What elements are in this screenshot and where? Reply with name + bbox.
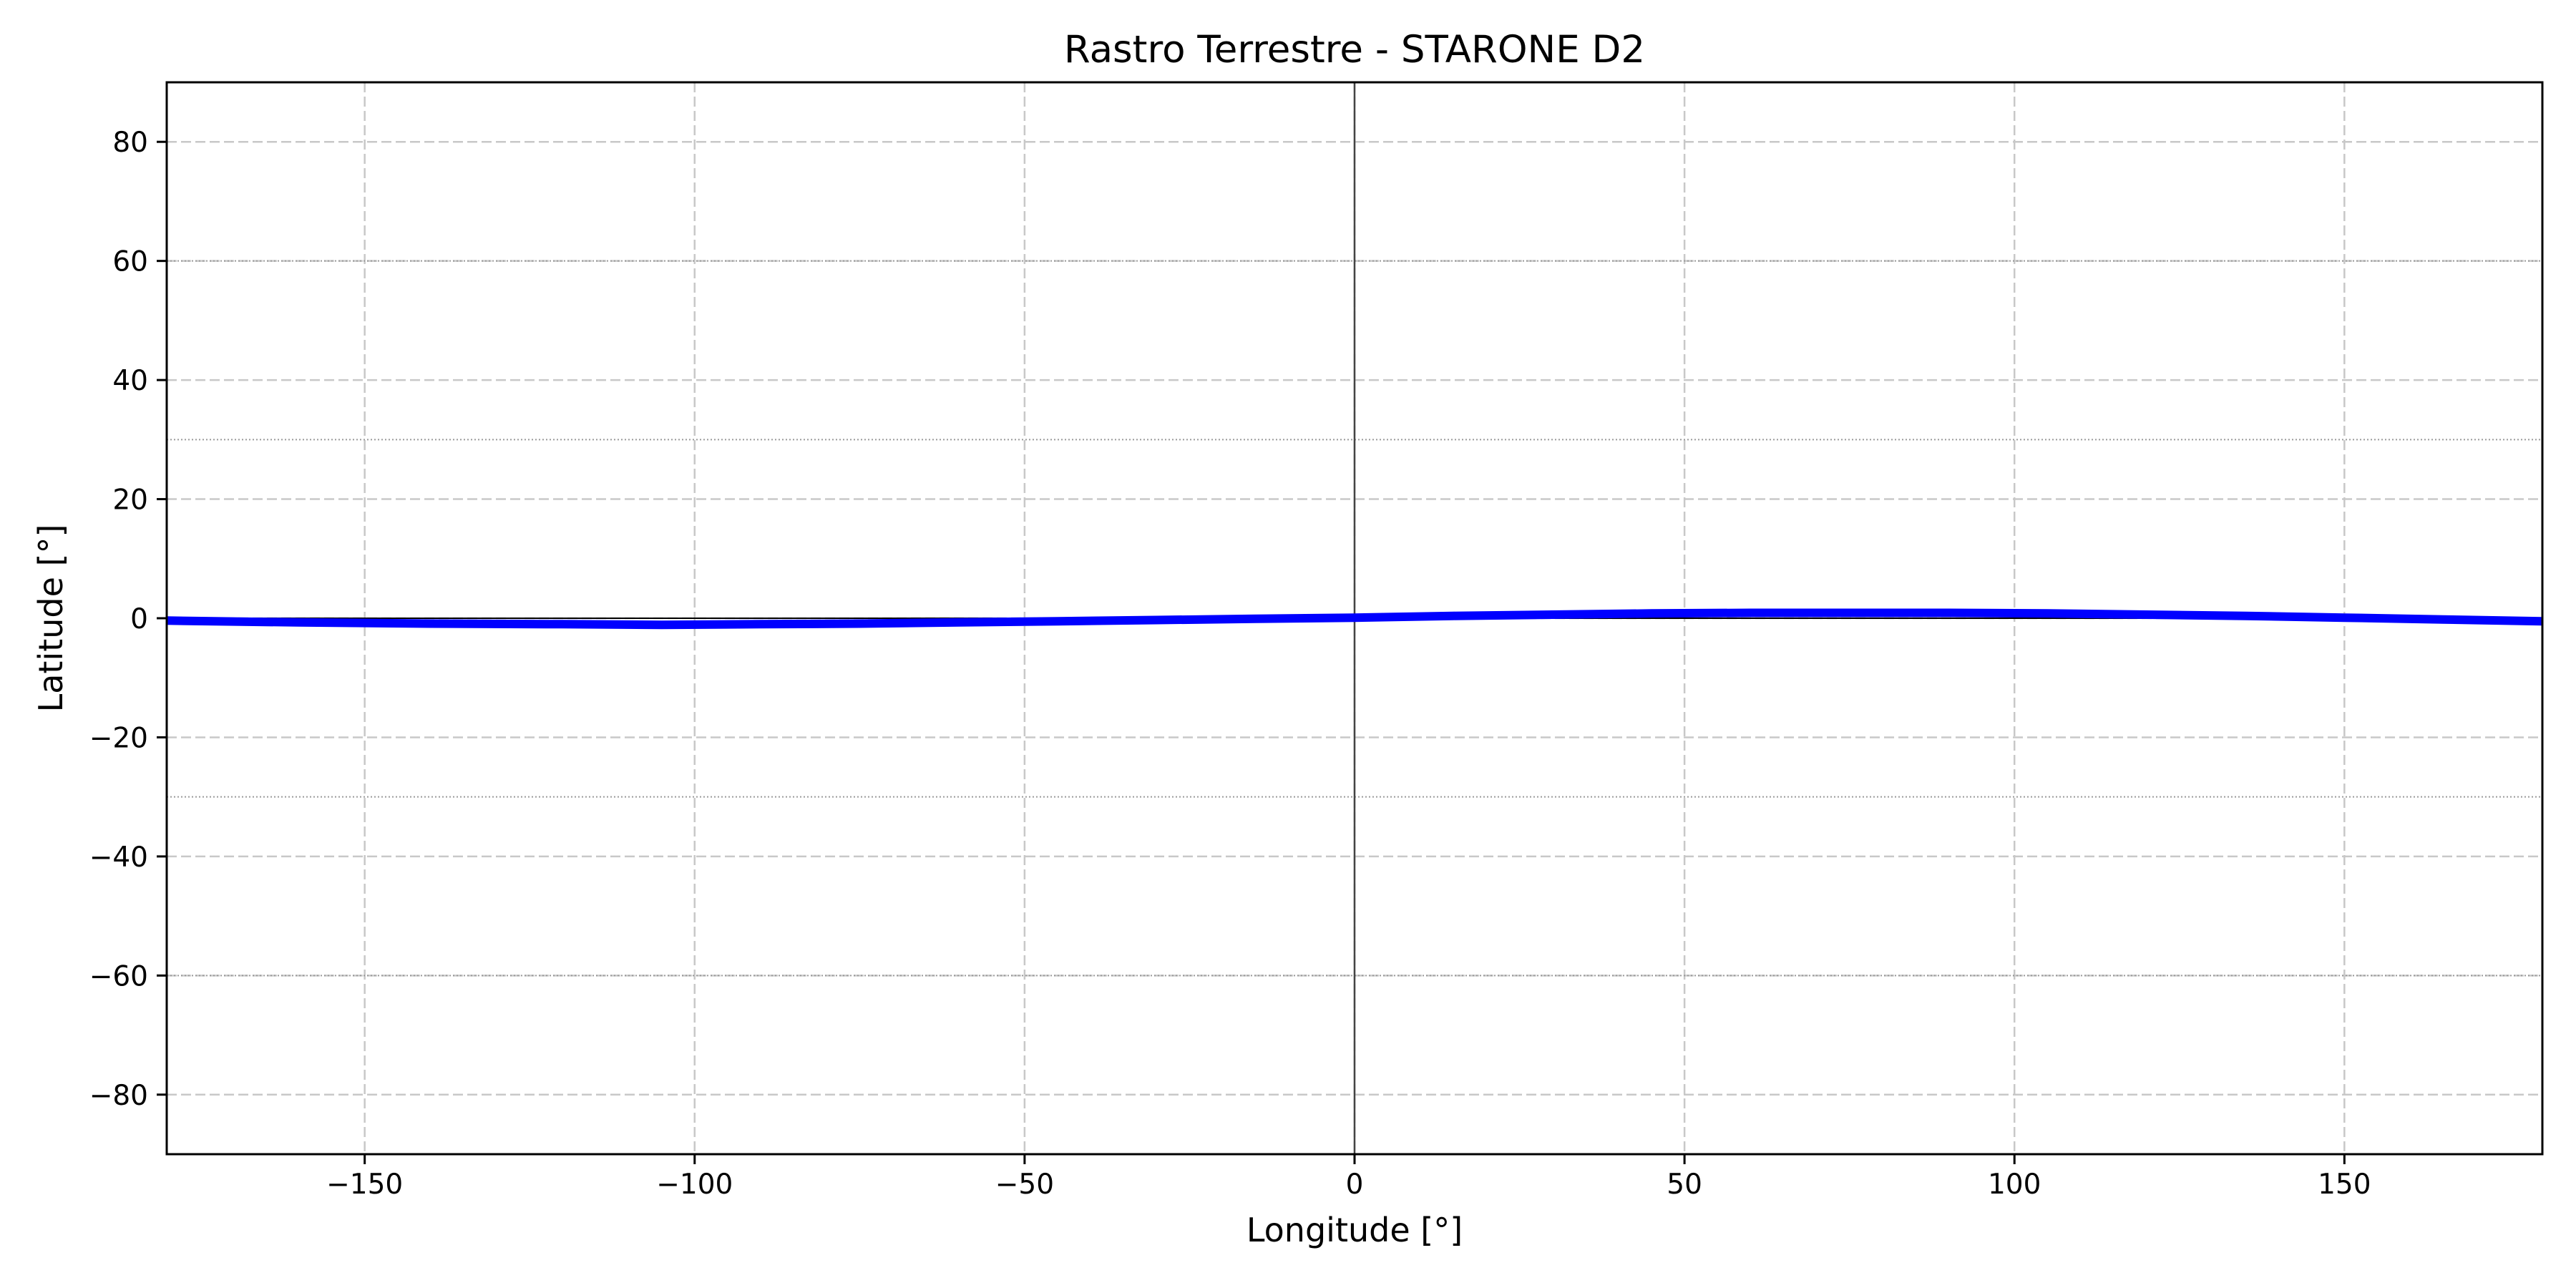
y-tick-label: −20 [89,722,148,754]
y-tick-label: −60 [89,960,148,992]
y-tick-label: 60 [112,246,148,278]
x-tick-label: 50 [1667,1169,1702,1201]
y-tick-label: −40 [89,841,148,874]
chart-title: Rastro Terrestre - STARONE D2 [1064,28,1645,72]
x-axis-label: Longitude [°] [1246,1211,1463,1249]
ground-track-series [166,608,2543,630]
series-layer [166,608,2543,630]
x-tick-label: −50 [995,1169,1054,1201]
y-tick-label: 80 [112,127,148,159]
x-tick-label: −100 [656,1169,733,1201]
x-tick-label: 100 [1988,1169,2041,1201]
y-tick-label: 40 [112,365,148,397]
y-tick-label: 0 [130,603,148,635]
y-tick-label: −80 [89,1080,148,1112]
x-tick-label: 0 [1346,1169,1364,1201]
y-ticks: −80 −60 −40 −20 0 20 40 60 80 [89,127,167,1112]
y-tick-label: 20 [112,484,148,517]
x-ticks: −150 −100 −50 0 50 100 150 [326,1154,2371,1201]
x-tick-label: 150 [2318,1169,2371,1201]
y-axis-label: Latitude [°] [31,525,70,713]
x-tick-label: −150 [326,1169,403,1201]
